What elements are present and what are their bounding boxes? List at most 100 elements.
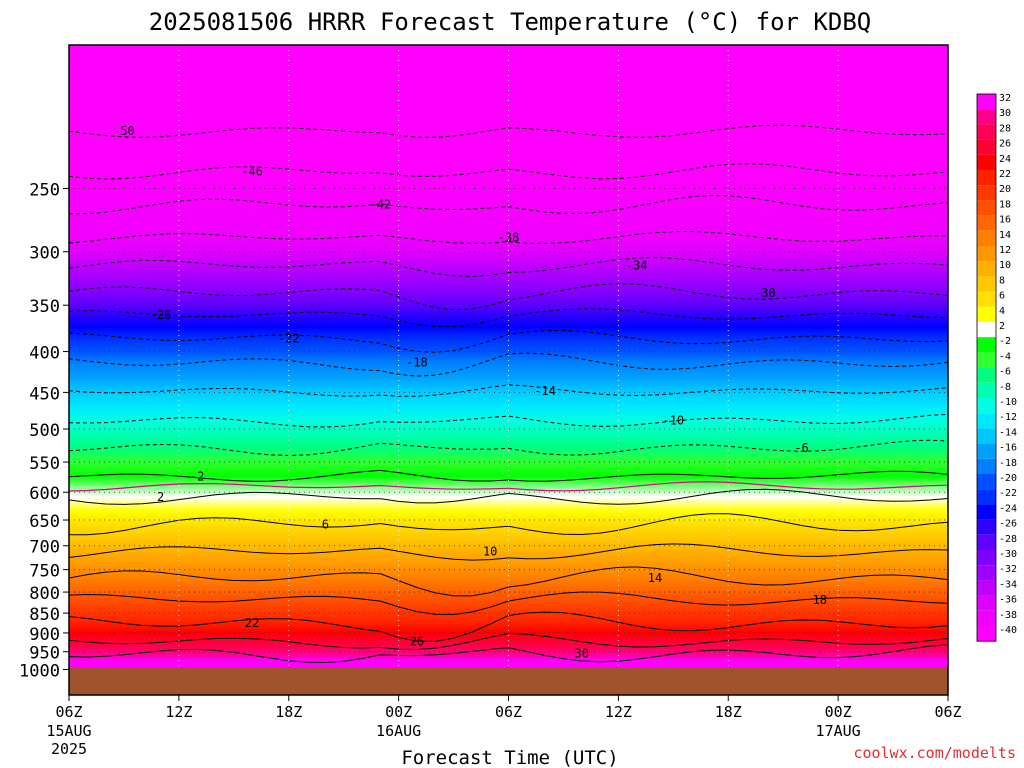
colorbar-swatch-22 bbox=[977, 428, 996, 444]
colorbar-label-5: 22 bbox=[999, 169, 1011, 180]
freezing-line bbox=[69, 481, 948, 492]
colorbar-swatch-25 bbox=[977, 474, 996, 490]
x-tick-label-3: 00Z bbox=[385, 703, 412, 721]
colorbar-label-2: 28 bbox=[999, 123, 1011, 134]
colorbar-swatch-11 bbox=[977, 261, 996, 277]
plot-area: -50-46-42-38-34-30-26-22-18-14-10-6-2261… bbox=[69, 45, 948, 695]
y-tick-label-650: 650 bbox=[29, 512, 60, 532]
colorbar-swatch-23 bbox=[977, 443, 996, 459]
y-tick-label-300: 300 bbox=[29, 244, 60, 264]
contour-label-m30: -30 bbox=[754, 286, 776, 300]
colorbar-legend: 32 30 28 26 24 22 20 18 16 14 12 10 8 6 4 2 -2 -4 -6 -8 -10 -… bbox=[976, 93, 1017, 642]
contour-label-p18: 18 bbox=[813, 593, 827, 607]
x-date-label-0-1: 2025 bbox=[51, 740, 87, 758]
colorbar-swatch-6 bbox=[977, 185, 996, 201]
colorbar-swatch-34 bbox=[977, 610, 996, 626]
colorbar-label-16: -2 bbox=[999, 336, 1011, 347]
colorbar-swatch-35 bbox=[977, 626, 996, 642]
colorbar-label-9: 14 bbox=[999, 230, 1011, 241]
colorbar-swatch-7 bbox=[977, 200, 996, 216]
colorbar-swatch-15 bbox=[977, 322, 996, 338]
colorbar-swatch-26 bbox=[977, 489, 996, 505]
y-tick-label-1000: 1000 bbox=[19, 662, 60, 682]
contour-line-p2 bbox=[69, 488, 948, 505]
colorbar-label-28: -26 bbox=[999, 519, 1017, 530]
y-tick-label-450: 450 bbox=[29, 384, 60, 404]
contour-label-p10: 10 bbox=[483, 545, 497, 559]
colorbar-label-33: -36 bbox=[999, 595, 1017, 606]
contour-label-m18: -18 bbox=[406, 356, 428, 370]
contour-line-m6 bbox=[69, 439, 948, 457]
colorbar-label-25: -20 bbox=[999, 473, 1017, 484]
y-tick-label-850: 850 bbox=[29, 605, 60, 625]
x-axis-label: Forecast Time (UTC) bbox=[401, 747, 618, 768]
colorbar-swatch-3 bbox=[977, 139, 996, 155]
colorbar-swatch-24 bbox=[977, 458, 996, 474]
colorbar-swatch-32 bbox=[977, 580, 996, 596]
colorbar-swatch-27 bbox=[977, 504, 996, 520]
contour-line-m34 bbox=[69, 257, 948, 278]
colorbar-label-17: -4 bbox=[999, 351, 1011, 362]
contour-label-m26: -26 bbox=[150, 308, 172, 322]
contour-line-m46 bbox=[69, 163, 948, 180]
colorbar-swatch-2 bbox=[977, 124, 996, 140]
chart-title: 2025081506 HRRR Forecast Temperature (°C… bbox=[149, 8, 871, 36]
colorbar-label-6: 20 bbox=[999, 184, 1011, 195]
colorbar-label-31: -32 bbox=[999, 564, 1017, 575]
colorbar-label-21: -12 bbox=[999, 412, 1017, 423]
colorbar-swatch-28 bbox=[977, 519, 996, 535]
contour-label-p14: 14 bbox=[648, 571, 662, 585]
y-tick-label-950: 950 bbox=[29, 644, 60, 664]
contour-label-p22: 22 bbox=[245, 616, 259, 630]
colorbar-label-7: 18 bbox=[999, 199, 1011, 210]
grid-lines bbox=[69, 45, 948, 695]
colorbar-swatch-31 bbox=[977, 565, 996, 581]
colorbar-label-26: -22 bbox=[999, 488, 1017, 499]
colorbar-label-34: -38 bbox=[999, 610, 1017, 621]
colorbar-label-11: 10 bbox=[999, 260, 1011, 271]
colorbar-swatch-20 bbox=[977, 398, 996, 414]
y-axis-ticks: 2503003504004505005506006507007508008509… bbox=[19, 180, 69, 682]
contour-line-m22 bbox=[69, 329, 948, 353]
colorbar-label-30: -30 bbox=[999, 549, 1017, 560]
contour-label-m42: -42 bbox=[369, 198, 391, 212]
y-tick-label-250: 250 bbox=[29, 180, 60, 200]
colorbar-label-12: 8 bbox=[999, 275, 1005, 286]
colorbar-label-10: 12 bbox=[999, 245, 1011, 256]
colorbar-swatch-12 bbox=[977, 276, 996, 292]
x-date-label-7-0: 17AUG bbox=[816, 722, 861, 740]
colorbar-label-13: 6 bbox=[999, 291, 1005, 302]
colorbar-label-29: -28 bbox=[999, 534, 1017, 545]
colorbar-swatch-16 bbox=[977, 337, 996, 353]
colorbar-label-27: -24 bbox=[999, 503, 1017, 514]
contour-label-p6: 6 bbox=[322, 517, 329, 531]
credit-text[interactable]: coolwx.com/modelts bbox=[853, 744, 1016, 762]
contour-label-m50: -50 bbox=[113, 124, 135, 138]
x-tick-label-0: 06Z bbox=[55, 703, 82, 721]
colorbar-swatch-5 bbox=[977, 170, 996, 186]
contour-label-m34: -34 bbox=[626, 258, 648, 272]
colorbar-label-20: -10 bbox=[999, 397, 1017, 408]
colorbar-label-8: 16 bbox=[999, 215, 1011, 226]
colorbar-label-3: 26 bbox=[999, 139, 1011, 150]
contour-label-m6: -6 bbox=[794, 441, 808, 455]
y-tick-label-900: 900 bbox=[29, 625, 60, 645]
isotherm-contours: -50-46-42-38-34-30-26-22-18-14-10-6-2261… bbox=[69, 124, 948, 664]
contour-line-m50 bbox=[69, 124, 948, 138]
contour-line-p10 bbox=[69, 543, 948, 561]
contour-label-m22: -22 bbox=[278, 331, 300, 345]
x-tick-label-7: 00Z bbox=[825, 703, 852, 721]
colorbar-swatch-8 bbox=[977, 215, 996, 231]
x-tick-label-2: 18Z bbox=[275, 703, 302, 721]
contour-line-m42 bbox=[69, 195, 948, 215]
ground-surface bbox=[69, 668, 948, 695]
colorbar-label-18: -6 bbox=[999, 367, 1011, 378]
colorbar-label-1: 30 bbox=[999, 108, 1011, 119]
colorbar-label-4: 24 bbox=[999, 154, 1011, 165]
x-tick-label-6: 18Z bbox=[715, 703, 742, 721]
contour-line-m18 bbox=[69, 352, 948, 377]
y-tick-label-550: 550 bbox=[29, 454, 60, 474]
colorbar-swatch-33 bbox=[977, 595, 996, 611]
x-tick-label-1: 12Z bbox=[165, 703, 192, 721]
